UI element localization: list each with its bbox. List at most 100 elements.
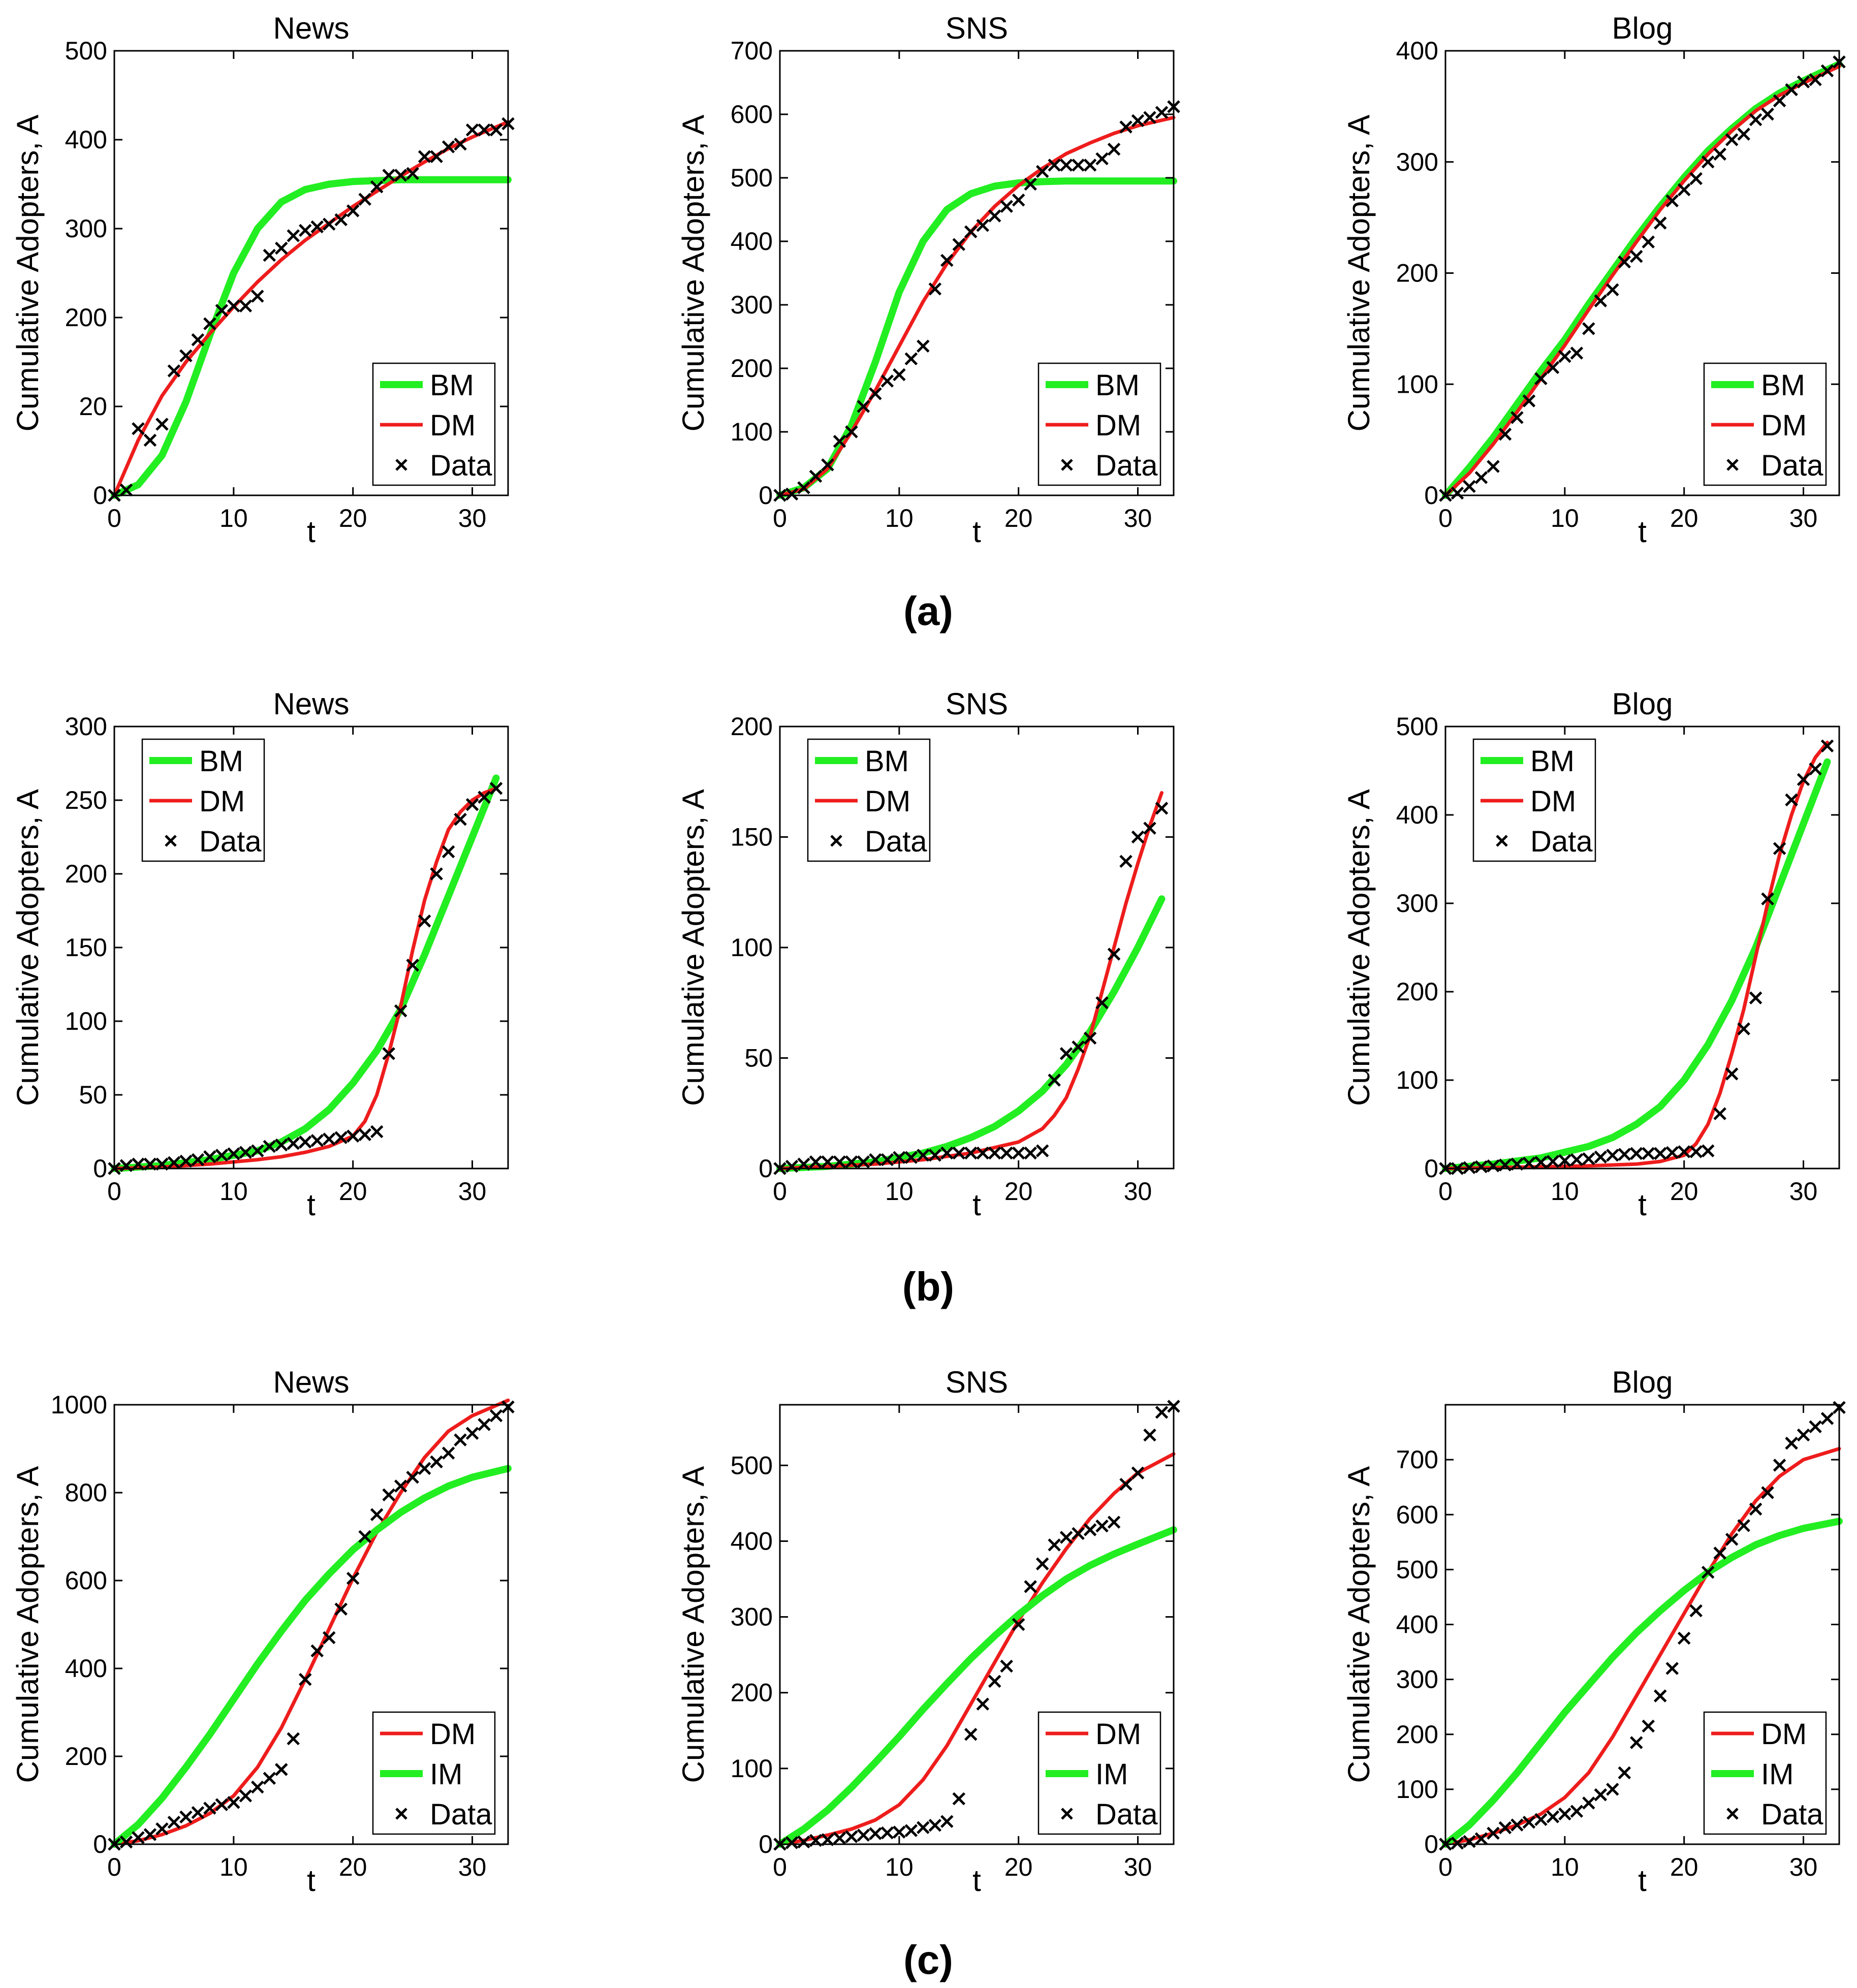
data-point [1463,1161,1476,1175]
x-tick-label: 30 [1124,504,1152,532]
data-point [334,213,348,227]
data-point [358,1530,371,1543]
legend-swatch-data [165,835,177,847]
data-point [893,368,906,382]
series-line-dm [1443,740,1829,1171]
y-tick-label: 100 [731,933,773,962]
legend-label: BM [199,745,243,778]
y-tick-label: 20 [79,392,107,421]
data-point [167,364,181,377]
y-axis-label: Cumulative Adopters, A [676,115,710,432]
y-tick-label: 250 [65,786,107,814]
data-point [489,1409,503,1423]
y-tick-label: 0 [1424,1154,1438,1183]
x-tick-label: 20 [1670,1177,1698,1206]
y-tick-label: 500 [731,1451,773,1479]
y-tick-label: 200 [731,712,773,741]
data-point [1095,996,1109,1009]
y-tick-label: 0 [1424,481,1438,510]
data-point [917,1821,930,1834]
legend: BM DM Data [372,362,496,486]
x-tick-label: 20 [1670,1853,1698,1881]
data-point [964,225,978,239]
legend-swatch-data [1061,1808,1073,1820]
chart-a-sns: 0 10 20 300100200300400500600700SNStCumulat… [676,11,1180,549]
x-tick-label: 0 [1438,1853,1453,1881]
data-point [869,387,882,400]
series-line-dm [1443,65,1841,497]
data-point [940,1146,954,1160]
data-point [179,349,193,363]
data-point [478,1418,491,1431]
data-point [358,193,371,206]
data-point [287,229,300,242]
data-point [1677,1631,1691,1645]
data-point [370,1508,384,1522]
data-point [928,1149,942,1162]
data-point [251,1144,264,1157]
data-point [430,150,443,164]
data-point [119,1835,133,1849]
data-point [1024,1580,1037,1593]
data-point [940,1815,954,1828]
x-tick-label: 20 [1004,1853,1033,1881]
data-point [430,867,443,880]
data-point [809,469,823,483]
data-point [394,1004,407,1018]
data-point [976,218,990,232]
legend-label: Data [865,825,927,858]
x-tick-label: 20 [339,1853,367,1881]
legend: BM DM Data [141,738,265,862]
y-axis-label: Cumulative Adopters, A [676,1466,710,1783]
y-tick-label: 0 [93,481,107,510]
data-point [1048,1074,1061,1087]
x-axis-label: t [1638,1188,1647,1222]
legend-swatch-data [395,459,407,471]
data-point [346,1129,360,1143]
legend-label: Data [430,1798,492,1831]
data-point [1761,107,1774,121]
legend: BM DM Data [807,738,931,862]
series-line-dm [778,1452,1176,1846]
data-point [1701,155,1715,169]
data-point [1713,147,1726,161]
data-point [442,1446,455,1460]
panel-caption: (a) [903,588,953,634]
series-line-bm [1442,60,1843,499]
data-point [928,1818,942,1832]
data-point [454,137,467,151]
data-point [1546,361,1560,374]
data-point [785,1836,799,1849]
data-point [227,1147,240,1160]
data-point [1035,165,1049,178]
data-point [833,1832,846,1845]
data-point [406,167,419,180]
data-point [1095,152,1109,166]
data-point [430,1455,443,1469]
data-point [1083,159,1097,172]
data-point [1558,1807,1571,1821]
data-point [1642,235,1655,249]
data-point [263,1140,276,1153]
x-tick-label: 10 [1551,504,1579,532]
data-point [310,1644,324,1658]
data-point [1522,394,1536,407]
data-point [1653,1689,1667,1702]
y-axis-label: Cumulative Adopters, A [11,789,45,1106]
x-axis-label: t [972,1864,981,1898]
legend-label: Data [1095,1798,1158,1831]
data-point [1785,83,1798,97]
chart-c-blog: 0 10 20 300100200300400500600700BlogtCumula… [1342,1365,1846,1898]
legend-label: BM [1095,369,1140,402]
data-point [1594,294,1608,307]
data-point [785,487,799,501]
y-tick-label: 300 [731,1603,773,1631]
data-point [227,299,240,313]
data-point [880,374,894,388]
x-tick-label: 30 [1124,1853,1152,1881]
data-point [1143,822,1156,835]
data-point [1809,762,1822,776]
data-point [1487,1159,1500,1173]
data-point [1618,1766,1631,1780]
